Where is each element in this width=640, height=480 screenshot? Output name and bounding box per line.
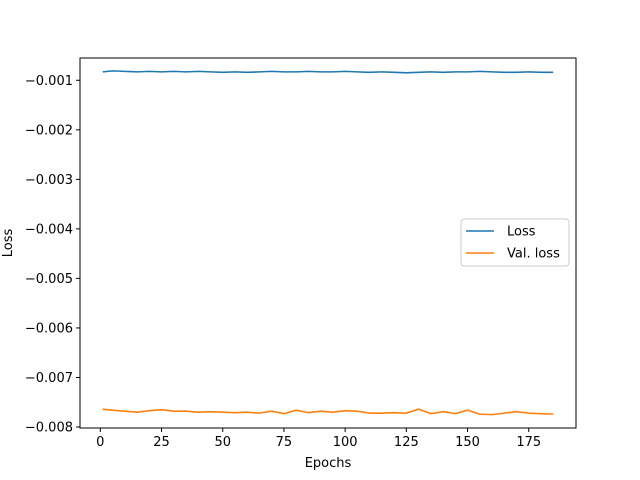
- x-axis-ticks: 0 25 50 75 100 125 150 175: [96, 428, 541, 450]
- series-layer: [102, 70, 554, 416]
- y-axis-ticks: −0.008 −0.007 −0.006 −0.005 −0.004 −0.003 −0.0…: [25, 74, 80, 436]
- y-tick-label: −0.005: [25, 272, 73, 287]
- plot-area-frame: [79, 57, 577, 429]
- x-tick-label: 25: [153, 435, 170, 450]
- y-tick-label: −0.006: [25, 321, 73, 336]
- x-axis-label: Epochs: [305, 456, 352, 471]
- y-tick-label: −0.002: [25, 123, 73, 138]
- y-tick-label: −0.001: [25, 74, 73, 89]
- series-line-0: [102, 70, 554, 74]
- y-axis-label: Loss: [1, 229, 16, 258]
- x-tick-label: 150: [455, 435, 480, 450]
- series-line-1: [102, 408, 554, 416]
- legend-label-0: Loss: [507, 225, 536, 240]
- legend-label-1: Val. loss: [507, 247, 560, 262]
- y-tick-label: −0.008: [25, 421, 73, 436]
- x-tick-label: 100: [333, 435, 358, 450]
- x-tick-label: 75: [276, 435, 293, 450]
- x-tick-label: 0: [96, 435, 104, 450]
- legend: Loss Val. loss: [460, 218, 570, 267]
- y-tick-label: −0.007: [25, 371, 73, 386]
- x-tick-label: 50: [214, 435, 231, 450]
- y-tick-label: −0.004: [25, 222, 73, 237]
- y-tick-label: −0.003: [25, 173, 73, 188]
- x-tick-label: 125: [394, 435, 419, 450]
- x-tick-label: 175: [516, 435, 541, 450]
